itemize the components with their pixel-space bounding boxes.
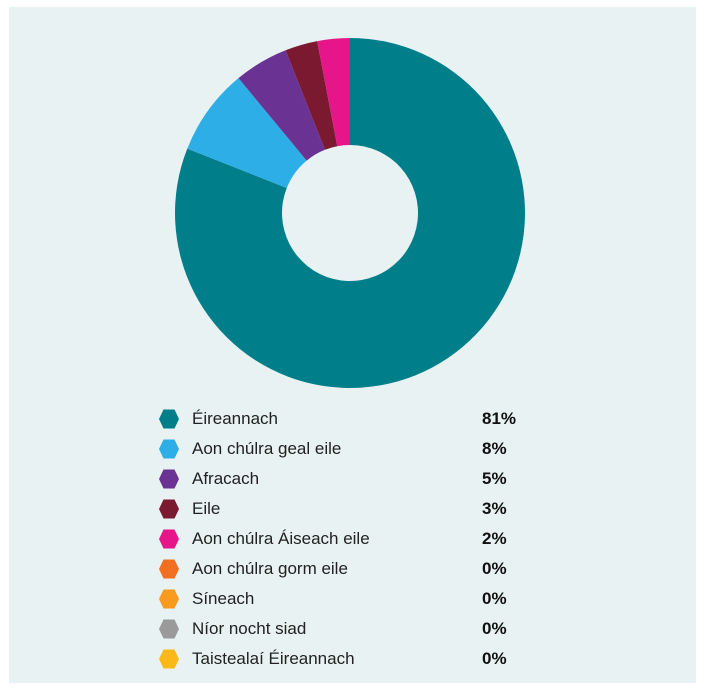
legend-label: Aon chúlra gorm eile — [192, 559, 348, 578]
legend-label: Níor nocht siad — [192, 619, 307, 638]
swatch-hexagon — [159, 559, 179, 579]
legend-item: Níor nocht siad 0% — [158, 614, 558, 644]
legend-label: Síneach — [192, 589, 255, 608]
legend-item: Éireannach 81% — [158, 404, 558, 434]
legend-value: 8% — [482, 439, 507, 458]
swatch-hexagon — [159, 649, 179, 669]
donut-slices — [174, 38, 526, 389]
hexagon-swatch-icon — [158, 468, 180, 490]
legend-item: Síneach 0% — [158, 584, 558, 614]
hexagon-swatch-icon — [158, 438, 180, 460]
legend-value: 0% — [482, 619, 507, 638]
legend-label: Éireannach — [192, 409, 279, 428]
donut-slice-2 — [238, 50, 325, 161]
legend-item: Taistealaí Éireannach 0% — [158, 644, 558, 674]
swatch-hexagon — [159, 589, 179, 609]
swatch-hexagon — [159, 469, 179, 489]
hexagon-swatch-icon — [158, 588, 180, 610]
legend-value: 2% — [482, 529, 507, 548]
legend-label: Afracach — [192, 469, 260, 488]
hexagon-swatch-icon — [158, 558, 180, 580]
donut-slice-3 — [285, 41, 338, 150]
hexagon-swatch-icon — [158, 408, 180, 430]
swatch-hexagon — [159, 619, 179, 639]
legend-item: Aon chúlra gorm eile 0% — [158, 554, 558, 584]
swatch-hexagon — [159, 529, 179, 549]
legend-label: Aon chúlra Áiseach eile — [192, 529, 370, 548]
chart-legend: Éireannach 81% Aon chúlra geal eile 8% A… — [158, 404, 558, 674]
legend-label: Eile — [192, 499, 221, 518]
donut-chart — [174, 38, 526, 389]
donut-slice-0 — [174, 38, 526, 389]
hexagon-swatch-icon — [158, 498, 180, 520]
legend-value: 5% — [482, 469, 507, 488]
legend-value: 0% — [482, 559, 507, 578]
hexagon-swatch-icon — [158, 618, 180, 640]
legend-item: Eile 3% — [158, 494, 558, 524]
legend-value: 0% — [482, 649, 507, 668]
legend-label: Aon chúlra geal eile — [192, 439, 342, 458]
hexagon-swatch-icon — [158, 648, 180, 670]
legend-item: Aon chúlra Áiseach eile 2% — [158, 524, 558, 554]
donut-slice-4 — [317, 38, 350, 147]
legend-item: Afracach 5% — [158, 464, 558, 494]
hexagon-swatch-icon — [158, 528, 180, 550]
legend-value: 81% — [482, 409, 517, 428]
legend-item: Aon chúlra geal eile 8% — [158, 434, 558, 464]
swatch-hexagon — [159, 499, 179, 519]
legend-label: Taistealaí Éireannach — [192, 649, 355, 668]
swatch-hexagon — [159, 409, 179, 429]
swatch-hexagon — [159, 439, 179, 459]
legend-value: 3% — [482, 499, 507, 518]
donut-slice-1 — [187, 78, 307, 188]
legend-value: 0% — [482, 589, 507, 608]
